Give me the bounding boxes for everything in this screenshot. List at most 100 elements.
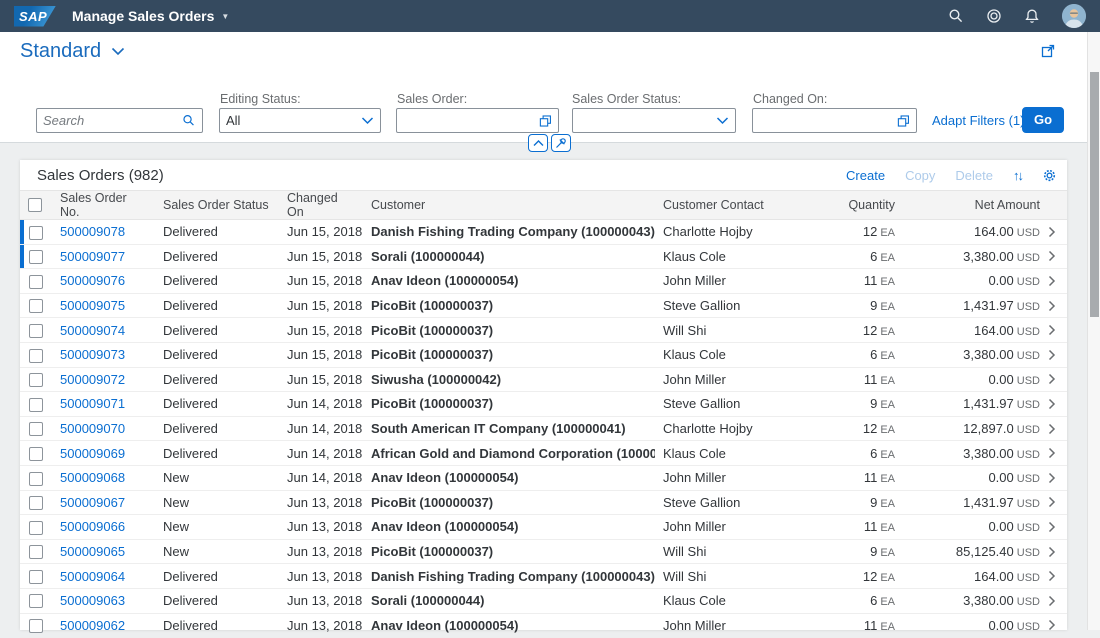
order-number-link[interactable]: 500009064: [60, 568, 126, 584]
row-checkbox[interactable]: [29, 323, 43, 338]
table-row[interactable]: 500009071 Delivered Jun 14, 2018 PicoBit…: [20, 391, 1067, 417]
order-number-link[interactable]: 500009076: [60, 273, 126, 289]
table-row[interactable]: 500009068 New Jun 14, 2018 Anav Ideon (1…: [20, 465, 1067, 491]
chevron-right-icon[interactable]: [1048, 472, 1056, 484]
vertical-scrollbar[interactable]: [1087, 32, 1100, 630]
order-number-link[interactable]: 500009072: [60, 371, 126, 387]
chevron-down-icon[interactable]: [716, 116, 729, 125]
notifications-bell-icon[interactable]: [1024, 8, 1040, 24]
chevron-right-icon[interactable]: [1048, 398, 1056, 410]
search-input[interactable]: [43, 113, 183, 128]
changed-on-value[interactable]: [759, 113, 898, 128]
quantity-value: 12: [862, 568, 878, 584]
chevron-right-icon[interactable]: [1048, 521, 1056, 533]
table-row[interactable]: 500009070 Delivered Jun 14, 2018 South A…: [20, 416, 1067, 442]
order-number-link[interactable]: 500009075: [60, 298, 126, 314]
row-checkbox[interactable]: [29, 422, 43, 437]
chevron-right-icon[interactable]: [1048, 447, 1056, 459]
order-number-link[interactable]: 500009070: [60, 421, 126, 437]
row-checkbox[interactable]: [29, 594, 43, 609]
collapse-header-button[interactable]: [528, 134, 548, 152]
table-settings-gear-icon[interactable]: [1042, 168, 1057, 183]
chevron-right-icon[interactable]: [1048, 349, 1056, 361]
order-number-link[interactable]: 500009077: [60, 248, 126, 264]
app-title-menu[interactable]: Manage Sales Orders ▼: [72, 8, 229, 24]
row-checkbox[interactable]: [29, 373, 43, 388]
row-checkbox[interactable]: [29, 225, 43, 240]
chevron-right-icon[interactable]: [1048, 496, 1056, 508]
changed-on-cell: Jun 13, 2018: [279, 490, 363, 516]
table-row[interactable]: 500009067 New Jun 13, 2018 PicoBit (1000…: [20, 490, 1067, 516]
table-row[interactable]: 500009077 Delivered Jun 15, 2018 Sorali …: [20, 244, 1067, 270]
value-help-icon[interactable]: [539, 114, 552, 128]
order-number-link[interactable]: 500009065: [60, 544, 126, 560]
sales-order-input[interactable]: [396, 108, 559, 133]
order-number-link[interactable]: 500009071: [60, 396, 126, 412]
changed-on-input[interactable]: [752, 108, 917, 133]
table-row[interactable]: 500009066 New Jun 13, 2018 Anav Ideon (1…: [20, 514, 1067, 540]
chevron-right-icon[interactable]: [1048, 546, 1056, 558]
search-icon[interactable]: [182, 113, 196, 128]
row-checkbox[interactable]: [29, 250, 43, 265]
create-button[interactable]: Create: [846, 167, 886, 183]
select-all-checkbox[interactable]: [28, 198, 42, 213]
row-checkbox[interactable]: [29, 299, 43, 314]
table-row[interactable]: 500009074 Delivered Jun 15, 2018 PicoBit…: [20, 317, 1067, 343]
order-number-link[interactable]: 500009067: [60, 494, 126, 510]
table-row[interactable]: 500009072 Delivered Jun 15, 2018 Siwusha…: [20, 367, 1067, 393]
order-number-link[interactable]: 500009063: [60, 593, 126, 609]
row-checkbox[interactable]: [29, 520, 43, 535]
table-row[interactable]: 500009076 Delivered Jun 15, 2018 Anav Id…: [20, 268, 1067, 294]
row-checkbox[interactable]: [29, 348, 43, 363]
row-checkbox[interactable]: [29, 619, 43, 634]
sales-order-value[interactable]: [403, 113, 540, 128]
table-row[interactable]: 500009062 Delivered Jun 13, 2018 Anav Id…: [20, 613, 1067, 638]
table-row[interactable]: 500009078 Delivered Jun 15, 2018 Danish …: [20, 219, 1067, 245]
chevron-right-icon[interactable]: [1048, 570, 1056, 582]
chevron-right-icon[interactable]: [1048, 226, 1056, 238]
table-row[interactable]: 500009063 Delivered Jun 13, 2018 Sorali …: [20, 588, 1067, 614]
pin-header-button[interactable]: [551, 134, 571, 152]
table-row[interactable]: 500009073 Delivered Jun 15, 2018 PicoBit…: [20, 342, 1067, 368]
chevron-right-icon[interactable]: [1048, 595, 1056, 607]
chevron-right-icon[interactable]: [1048, 423, 1056, 435]
row-checkbox[interactable]: [29, 274, 43, 289]
chevron-right-icon[interactable]: [1048, 250, 1056, 262]
row-checkbox[interactable]: [29, 545, 43, 560]
variant-selector[interactable]: Standard: [20, 40, 125, 63]
search-icon[interactable]: [948, 8, 964, 24]
table-row[interactable]: 500009064 Delivered Jun 13, 2018 Danish …: [20, 563, 1067, 589]
row-checkbox[interactable]: [29, 446, 43, 461]
order-number-link[interactable]: 500009066: [60, 519, 126, 535]
editing-status-select[interactable]: All: [219, 108, 381, 133]
table-row[interactable]: 500009065 New Jun 13, 2018 PicoBit (1000…: [20, 539, 1067, 565]
chevron-right-icon[interactable]: [1048, 275, 1056, 287]
chevron-right-icon[interactable]: [1048, 619, 1056, 631]
order-number-link[interactable]: 500009074: [60, 322, 126, 338]
chevron-right-icon[interactable]: [1048, 300, 1056, 312]
order-number-link[interactable]: 500009069: [60, 445, 126, 461]
search-field[interactable]: [36, 108, 203, 133]
copilot-icon[interactable]: [986, 8, 1002, 24]
row-checkbox[interactable]: [29, 569, 43, 584]
adapt-filters-link[interactable]: Adapt Filters (1): [932, 113, 1025, 128]
scrollbar-thumb[interactable]: [1090, 72, 1099, 317]
order-number-link[interactable]: 500009062: [60, 617, 126, 633]
sort-icon[interactable]: ↑↓: [1013, 167, 1024, 183]
order-number-link[interactable]: 500009068: [60, 470, 126, 486]
chevron-down-icon[interactable]: [361, 116, 374, 125]
table-row[interactable]: 500009075 Delivered Jun 15, 2018 PicoBit…: [20, 293, 1067, 319]
chevron-right-icon[interactable]: [1048, 324, 1056, 336]
sales-order-status-select[interactable]: [572, 108, 736, 133]
row-checkbox[interactable]: [29, 397, 43, 412]
share-icon[interactable]: [1040, 42, 1057, 59]
order-number-link[interactable]: 500009078: [60, 224, 126, 240]
row-checkbox[interactable]: [29, 471, 43, 486]
value-help-icon[interactable]: [897, 114, 910, 128]
user-avatar[interactable]: [1062, 4, 1086, 28]
go-button[interactable]: Go: [1022, 107, 1065, 133]
row-checkbox[interactable]: [29, 496, 43, 511]
table-row[interactable]: 500009069 Delivered Jun 14, 2018 African…: [20, 440, 1067, 466]
chevron-right-icon[interactable]: [1048, 373, 1056, 385]
order-number-link[interactable]: 500009073: [60, 347, 126, 363]
